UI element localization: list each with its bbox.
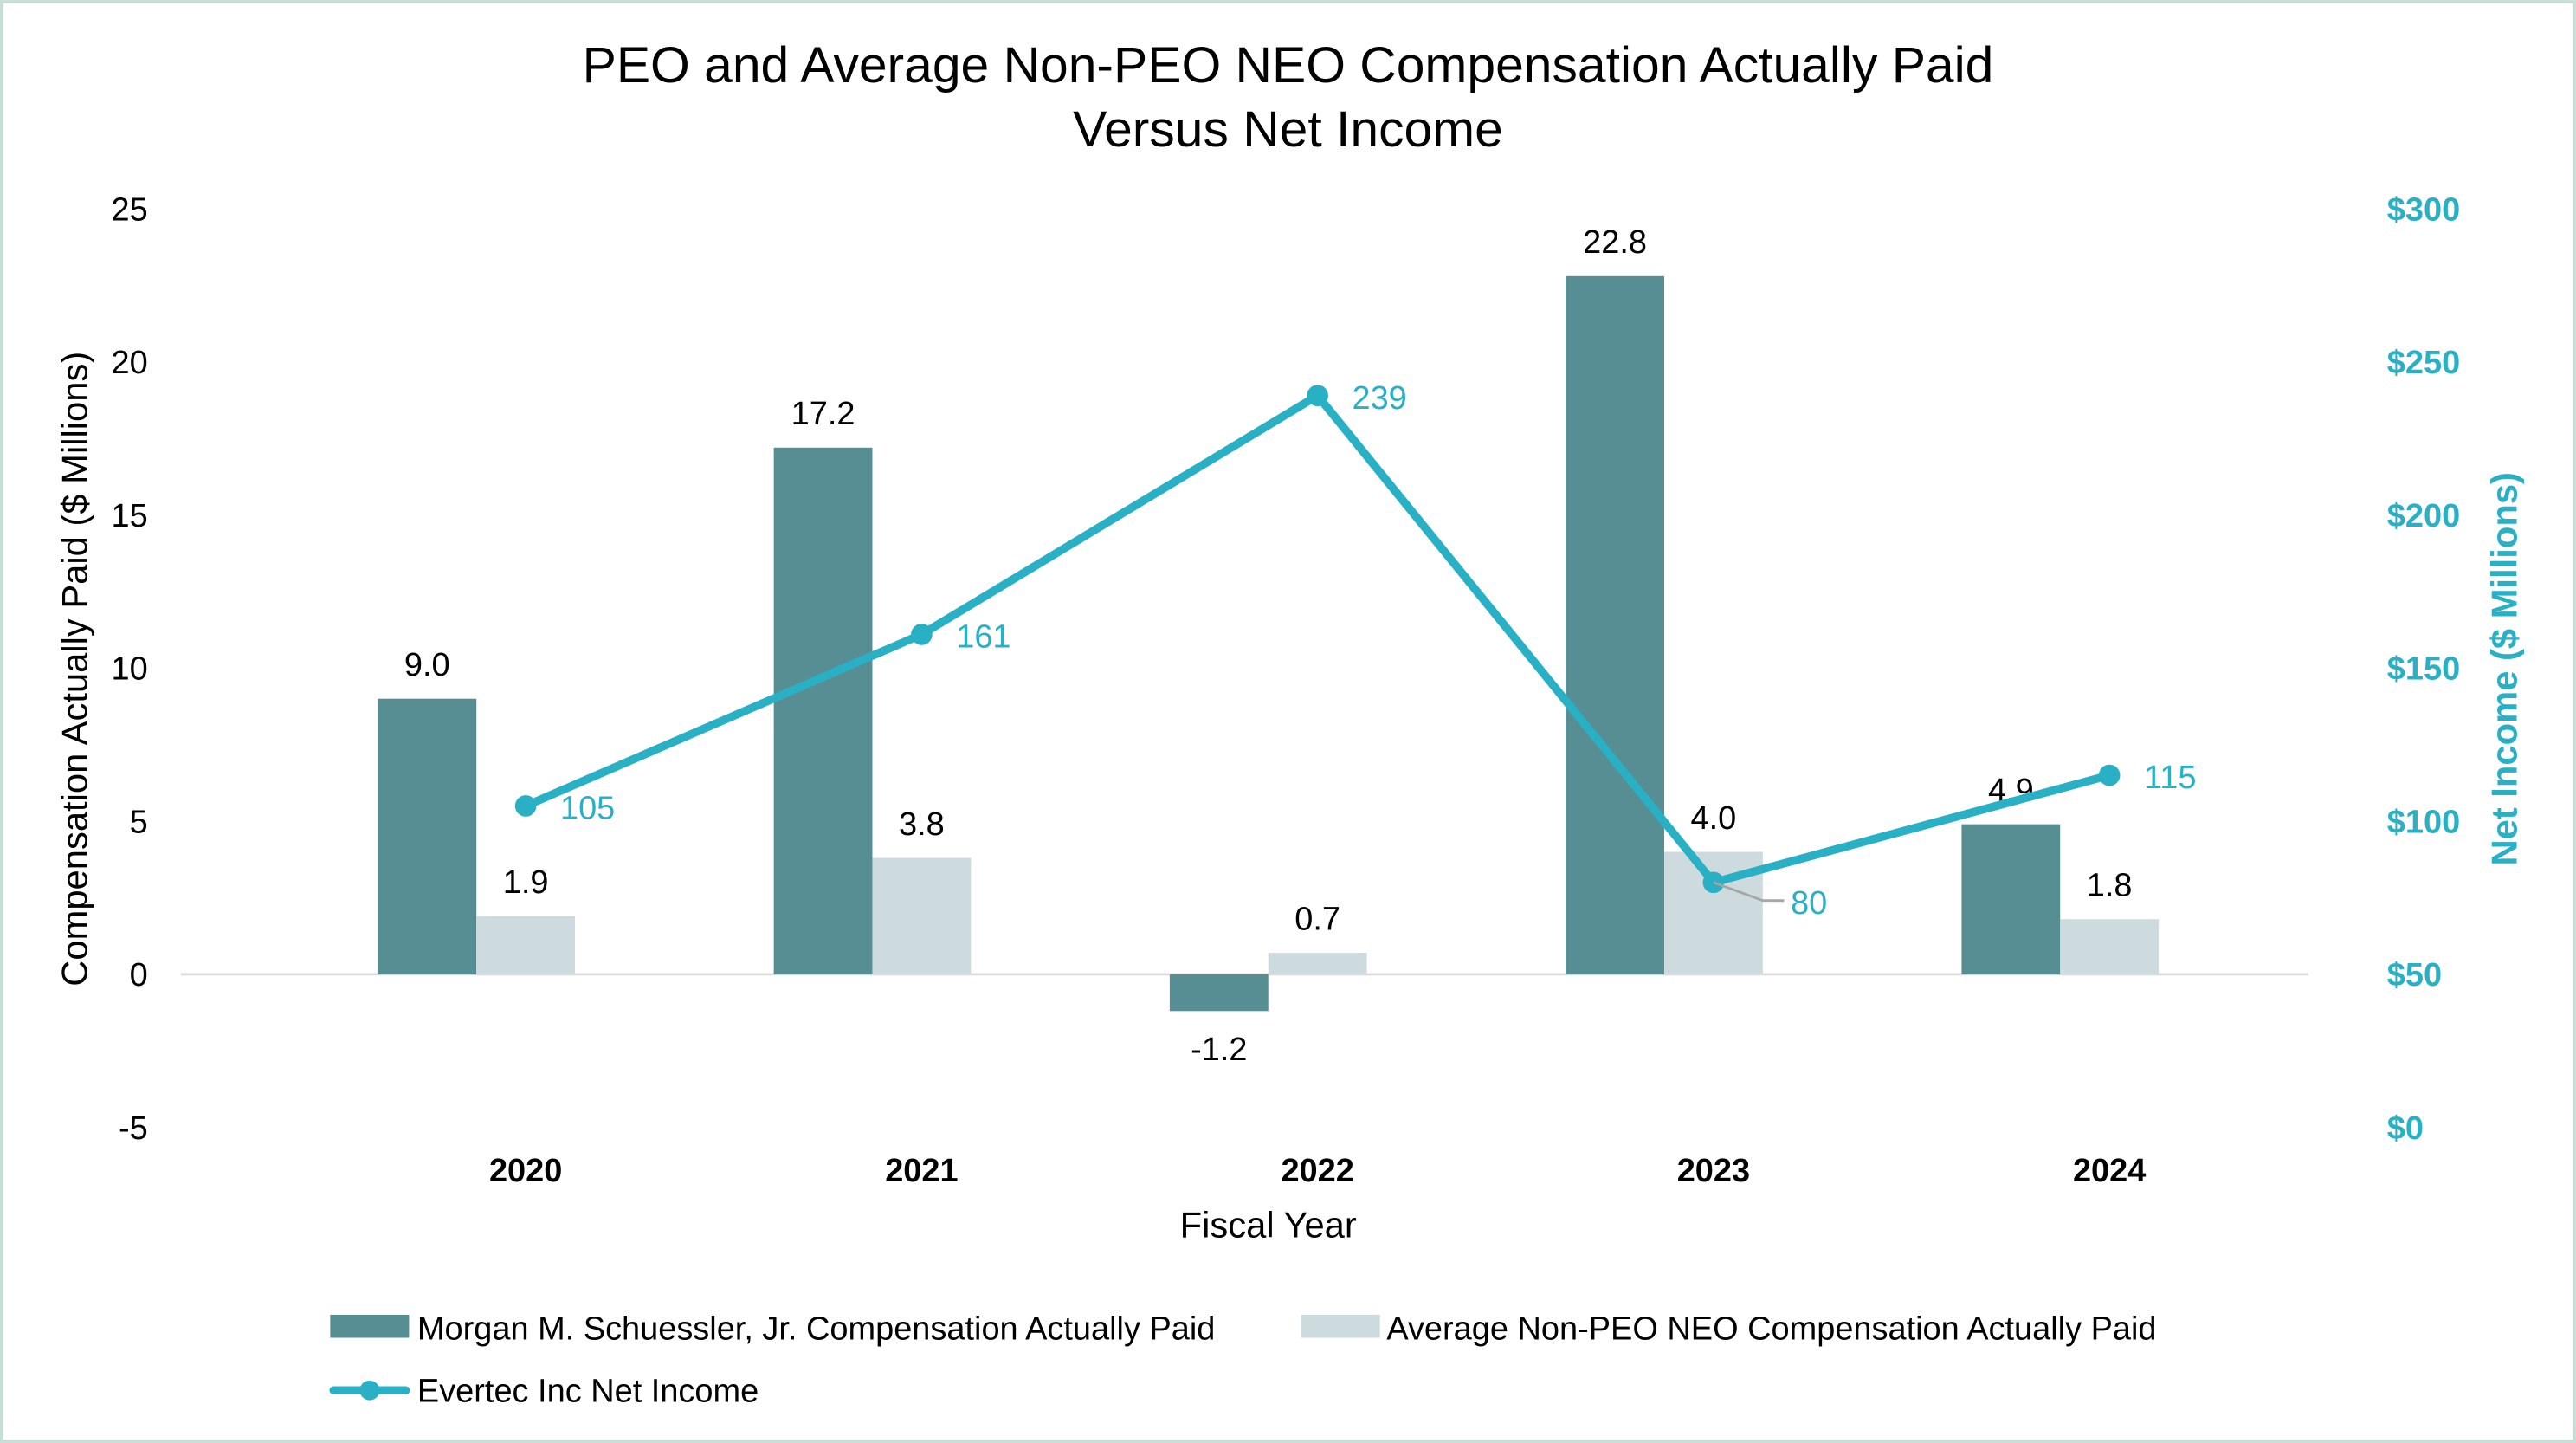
bar-non-peo [476,916,576,974]
data-label-peo: 9.0 [404,647,450,683]
y-tick-label: 15 [112,498,148,534]
y-tick-label: 10 [112,651,148,688]
data-label-net-income: 115 [2144,760,2196,796]
x-tick-label: 2022 [1281,1153,1353,1189]
bar-peo [1169,974,1269,1012]
y2-tick-label: $200 [2387,498,2460,534]
bar-non-peo [872,857,972,974]
legend-label-peo: Morgan M. Schuessler, Jr. Compensation A… [417,1310,1216,1347]
y-tick-label: 0 [130,957,148,993]
net-income-marker [514,795,537,817]
y2-axis-label: Net Income ($ Millions) [2484,472,2525,866]
net-income-marker [911,624,933,645]
x-axis-label: Fiscal Year [1180,1205,1357,1246]
y-tick-label: 20 [112,345,148,381]
legend-marker-net-income [359,1380,380,1401]
data-label-non-peo: 0.7 [1294,902,1340,938]
data-label-peo: 17.2 [791,396,855,432]
legend: Morgan M. Schuessler, Jr. Compensation A… [329,1310,2157,1409]
bar-non-peo [1268,953,1367,974]
bar-peo [1566,275,1664,974]
y2-tick-label: $100 [2387,804,2460,840]
data-label-non-peo: 1.8 [2087,868,2133,904]
data-label-net-income: 80 [1791,885,1827,922]
bar-peo [773,447,873,974]
y-tick-label: 25 [112,191,148,228]
net-income-marker [2098,764,2121,786]
data-label-net-income: 161 [956,619,1010,656]
net-income-marker [1307,385,1328,407]
chart-title: PEO and Average Non-PEO NEO Compensation… [583,37,1994,94]
x-tick-label: 2024 [2073,1153,2146,1189]
y-tick-label: -5 [119,1110,148,1147]
data-label-non-peo: 4.0 [1691,800,1737,837]
data-label-net-income: 105 [560,791,615,827]
legend-swatch-non-peo [1301,1314,1380,1338]
y-tick-label: 5 [130,804,148,840]
data-label-peo: -1.2 [1191,1032,1247,1068]
legend-swatch-peo [330,1314,410,1338]
legend-label-non-peo: Average Non-PEO NEO Compensation Actuall… [1386,1310,2156,1347]
y2-tick-label: $250 [2387,345,2460,381]
x-tick-label: 2021 [885,1153,958,1189]
y2-tick-label: $300 [2387,191,2460,228]
data-label-non-peo: 1.9 [503,864,549,901]
y2-tick-label: $150 [2387,651,2460,688]
data-label-peo: 22.8 [1583,224,1647,261]
data-label-net-income: 239 [1352,380,1406,417]
bar-peo [1961,824,2061,974]
data-label-non-peo: 3.8 [899,806,945,843]
y2-tick-label: $0 [2387,1110,2424,1147]
x-tick-label: 2020 [489,1153,562,1189]
bar-non-peo [2060,919,2160,974]
bar-peo [378,698,477,974]
legend-label-net-income: Evertec Inc Net Income [417,1373,759,1409]
leader-line [1713,881,1785,903]
x-tick-label: 2023 [1677,1153,1750,1189]
y2-tick-label: $50 [2387,957,2442,993]
y-axis-label: Compensation Actually Paid ($ Millions) [55,352,95,987]
chart-subtitle: Versus Net Income [1073,101,1503,158]
